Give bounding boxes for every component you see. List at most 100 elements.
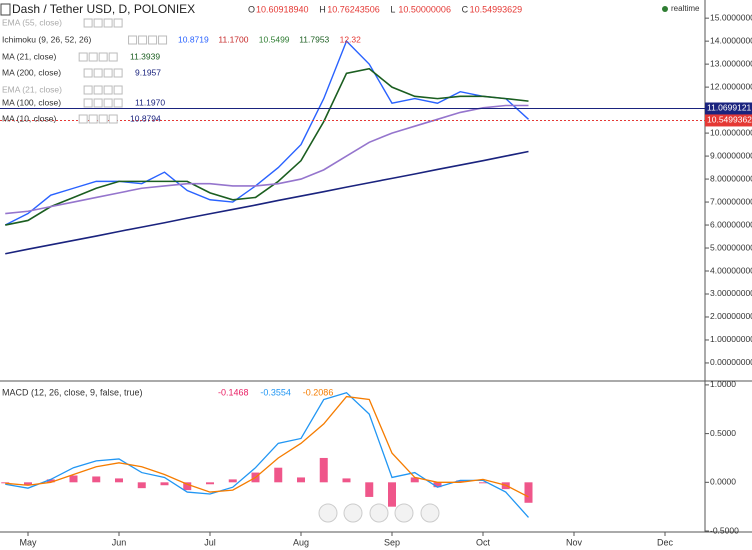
indicator-name[interactable]: MA (10, close) <box>2 113 56 123</box>
histogram-bar <box>433 482 442 488</box>
ohlc-value: 10.60918940 <box>256 4 309 14</box>
indicator-name[interactable]: EMA (55, close) <box>2 17 62 27</box>
indicator-icon[interactable] <box>88 52 98 62</box>
y-tick-label: 5.00000000 <box>710 242 752 252</box>
histogram-bar <box>365 482 374 497</box>
y-tick-label: 8.00000000 <box>710 173 752 183</box>
indicator-icon[interactable] <box>93 18 103 28</box>
indicator-value: 9.1957 <box>135 67 161 77</box>
indicator-icon[interactable] <box>93 98 103 108</box>
histogram-bar <box>1 482 10 484</box>
x-tick-label: Jun <box>112 537 127 547</box>
zoom-out[interactable] <box>343 503 363 523</box>
y-tick-label: 1.00000000 <box>710 334 752 344</box>
indicator-icon[interactable] <box>138 35 148 45</box>
realtime-dot <box>662 6 668 12</box>
indicator-icon[interactable] <box>78 114 88 124</box>
price-label: 10.5499362 <box>707 115 752 125</box>
indicator-name[interactable]: EMA (21, close) <box>2 84 62 94</box>
ohlc-value: 10.50000006 <box>398 4 451 14</box>
indicator-icon[interactable] <box>113 98 123 108</box>
histogram-bar <box>183 482 192 491</box>
scroll-buttons <box>318 503 440 523</box>
indicator-icon[interactable] <box>158 35 168 45</box>
indicator-value: 11.3939 <box>130 51 160 61</box>
series-line <box>5 104 529 215</box>
macd-value: -0.3554 <box>260 387 291 397</box>
histogram-bar <box>297 477 305 483</box>
indicator-icon[interactable] <box>113 18 123 28</box>
x-tick-label: Sep <box>384 537 400 547</box>
indicator-icon[interactable] <box>113 85 123 95</box>
indicator-icon[interactable] <box>108 52 118 62</box>
x-tick-label: Nov <box>566 537 583 547</box>
symbol-title[interactable]: Dash / Tether USD, D, POLONIEX <box>12 2 195 16</box>
indicator-icon[interactable] <box>93 68 103 78</box>
x-tick-label: Jul <box>204 537 216 547</box>
indicator-icon[interactable] <box>148 35 158 45</box>
indicator-icon[interactable] <box>83 85 93 95</box>
histogram-bar <box>388 482 396 507</box>
indicator-icon[interactable] <box>103 18 113 28</box>
indicator-icon[interactable] <box>113 68 123 78</box>
indicator-icon[interactable] <box>98 114 108 124</box>
histogram-bar <box>69 475 78 483</box>
indicator-icon[interactable] <box>128 35 138 45</box>
indicator-value: 11.7953 <box>299 34 329 44</box>
x-tick-label: May <box>19 537 37 547</box>
indicator-value: 10.8719 <box>178 34 209 44</box>
indicator-name[interactable]: Ichimoku (9, 26, 52, 26) <box>2 34 91 44</box>
reset[interactable] <box>369 503 389 523</box>
histogram-bar <box>115 478 123 483</box>
zoom-in[interactable] <box>394 503 414 523</box>
x-tick-label: Aug <box>293 537 309 547</box>
indicator-icon[interactable] <box>78 52 88 62</box>
y-tick-label: 0.00000000 <box>710 357 752 367</box>
indicator-icon[interactable] <box>103 68 113 78</box>
scroll-left[interactable] <box>318 503 338 523</box>
indicator-icon[interactable] <box>103 85 113 95</box>
y-tick-label: 7.00000000 <box>710 196 752 206</box>
price-label-box <box>705 102 752 115</box>
indicator-icon[interactable] <box>103 98 113 108</box>
ohlc-key: H <box>319 4 326 14</box>
indicator-icon[interactable] <box>83 18 93 28</box>
x-tick-label: Oct <box>476 537 491 547</box>
histogram-bar <box>319 457 328 483</box>
indicator-icon[interactable] <box>83 98 93 108</box>
indicator-name[interactable]: MA (100, close) <box>2 97 61 107</box>
indicator-icon[interactable] <box>93 85 103 95</box>
indicator-value: 11.1970 <box>135 97 165 107</box>
y-tick-label: 2.00000000 <box>710 311 752 321</box>
y-tick-label: 9.00000000 <box>710 150 752 160</box>
y-tick-label: 10.0000000 <box>710 127 752 137</box>
ohlc-value: 10.54993629 <box>470 4 523 14</box>
indicator-icon[interactable] <box>88 114 98 124</box>
histogram-bar <box>137 482 146 489</box>
indicator-name[interactable]: MA (21, close) <box>2 51 56 61</box>
indicator-icon[interactable] <box>108 114 118 124</box>
histogram-bar <box>342 478 351 483</box>
y-tick-label: 3.00000000 <box>710 288 752 298</box>
indicator-icon[interactable] <box>83 68 93 78</box>
price-label-box <box>705 114 752 127</box>
indicator-value: 11.1700 <box>218 34 248 44</box>
y-tick-label: 0.0000 <box>710 477 736 487</box>
indicator-name[interactable]: MA (200, close) <box>2 67 61 77</box>
ohlc-key: C <box>462 4 469 14</box>
series-line <box>5 395 529 498</box>
y-tick-label: 6.00000000 <box>710 219 752 229</box>
indicator-icon[interactable] <box>98 52 108 62</box>
histogram-bar <box>479 482 487 484</box>
histogram-bar <box>410 477 419 483</box>
menu-icon[interactable] <box>0 3 11 16</box>
y-tick-label: 12.0000000 <box>710 81 752 91</box>
realtime-label: realtime <box>671 4 700 13</box>
indicator-value: 10.8794 <box>130 113 161 123</box>
histogram-bar <box>46 479 55 483</box>
scroll-right[interactable] <box>420 503 440 523</box>
series-line <box>5 150 529 255</box>
